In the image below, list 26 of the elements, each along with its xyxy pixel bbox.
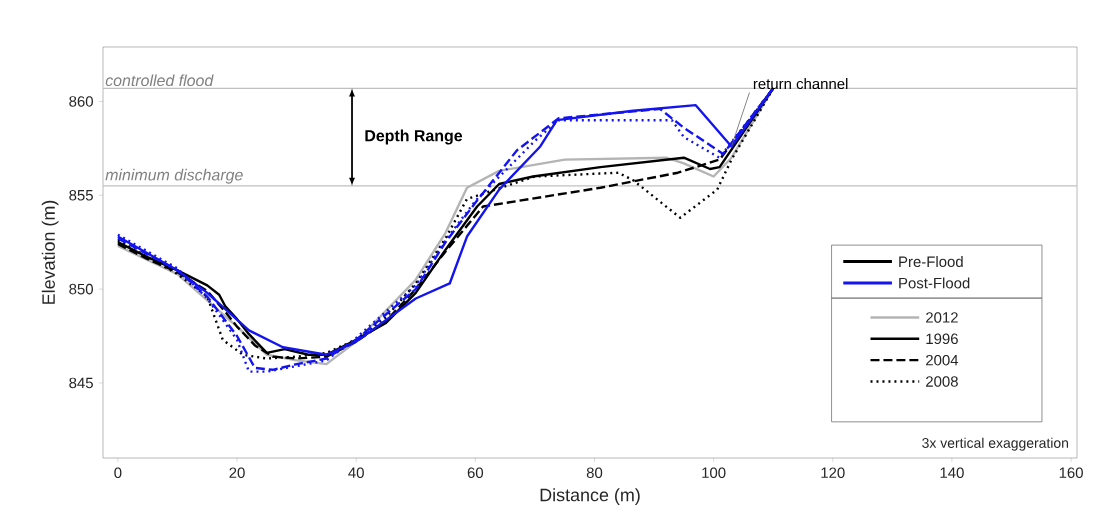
annotation: Post-Flood [899,277,970,289]
x-tick-label: 80 [586,467,603,479]
legend-label: 1996 [926,333,958,345]
x-tick-label: 140 [940,467,964,479]
x-tick-label: 20 [229,467,245,479]
annotation: Depth Range [365,129,463,145]
legend-label: 2004 [926,354,959,366]
annotation: 3x vertical exaggeration [922,437,1069,451]
y-tick-label: 850 [69,283,93,295]
annotation: Pre-Flood [899,256,963,268]
annotation: return channel [753,78,848,90]
x-tick-label: 100 [702,467,726,479]
ref-line-label: controlled flood [105,74,214,87]
x-tick-label: 160 [1059,467,1083,479]
x-tick-label: 60 [467,467,484,479]
legend-label: 2012 [926,312,958,323]
x-tick-label: 40 [348,467,364,479]
y-tick-label: 845 [69,377,93,389]
y-axis-title: Elevation (m) [41,200,59,304]
ref-line-label: minimum discharge [105,168,243,184]
legend-label: 2008 [926,376,958,387]
y-tick-label: 860 [69,96,93,107]
y-tick-label: 855 [69,189,93,201]
x-tick-label: 120 [821,467,845,479]
x-axis-title: Distance (m) [540,488,640,505]
x-tick-label: 0 [114,467,122,479]
